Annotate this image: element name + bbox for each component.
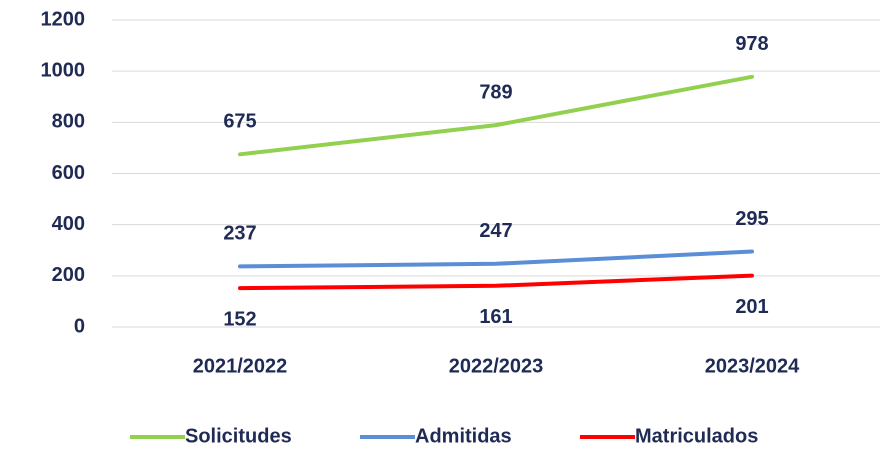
x-tick-label: 2022/2023 bbox=[449, 355, 544, 377]
series-line bbox=[238, 249, 754, 269]
data-label: 152 bbox=[223, 308, 256, 330]
data-label: 201 bbox=[735, 296, 768, 318]
data-label: 295 bbox=[735, 208, 768, 230]
data-label: 161 bbox=[479, 306, 512, 328]
series-line bbox=[238, 74, 754, 157]
y-tick-label: 0 bbox=[74, 315, 85, 337]
data-label: 978 bbox=[735, 33, 768, 55]
y-tick-label: 1000 bbox=[41, 59, 86, 81]
legend-label: Admitidas bbox=[415, 425, 512, 447]
legend-label: Matriculados bbox=[635, 425, 758, 447]
y-tick-label: 600 bbox=[52, 162, 85, 184]
data-label: 789 bbox=[479, 81, 512, 103]
series-line bbox=[238, 273, 754, 291]
x-tick-label: 2023/2024 bbox=[705, 355, 800, 377]
y-tick-label: 200 bbox=[52, 264, 85, 286]
y-tick-label: 400 bbox=[52, 213, 85, 235]
legend-label: Solicitudes bbox=[185, 425, 292, 447]
data-label: 675 bbox=[223, 111, 256, 133]
data-label: 247 bbox=[479, 220, 512, 242]
y-tick-label: 800 bbox=[52, 111, 85, 133]
x-tick-label: 2021/2022 bbox=[193, 355, 288, 377]
y-tick-label: 1200 bbox=[41, 8, 86, 30]
data-label: 237 bbox=[223, 223, 256, 245]
